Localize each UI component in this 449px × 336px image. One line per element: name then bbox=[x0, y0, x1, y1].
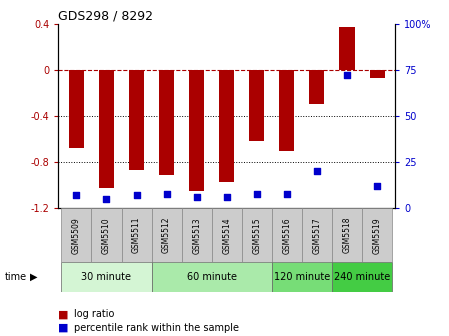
Bar bbox=[272, 208, 302, 262]
Text: GSM5518: GSM5518 bbox=[343, 217, 352, 253]
Text: log ratio: log ratio bbox=[74, 309, 114, 319]
Text: GSM5510: GSM5510 bbox=[102, 217, 111, 254]
Bar bbox=[212, 208, 242, 262]
Text: ■: ■ bbox=[58, 323, 69, 333]
Bar bbox=[272, 262, 332, 292]
Point bbox=[133, 193, 140, 198]
Text: GSM5513: GSM5513 bbox=[192, 217, 201, 254]
Text: 240 minute: 240 minute bbox=[334, 272, 390, 282]
Bar bbox=[152, 208, 182, 262]
Bar bbox=[219, 70, 234, 182]
Bar bbox=[99, 70, 114, 187]
Text: GSM5514: GSM5514 bbox=[222, 217, 231, 254]
Text: GSM5509: GSM5509 bbox=[72, 217, 81, 254]
Text: GSM5517: GSM5517 bbox=[313, 217, 321, 254]
Bar bbox=[62, 208, 92, 262]
Text: 120 minute: 120 minute bbox=[274, 272, 330, 282]
Point bbox=[283, 191, 291, 196]
Bar bbox=[152, 262, 272, 292]
Bar bbox=[339, 27, 355, 70]
Point bbox=[193, 195, 200, 200]
Bar bbox=[129, 70, 144, 170]
Text: GSM5511: GSM5511 bbox=[132, 217, 141, 253]
Bar bbox=[159, 70, 174, 175]
Point bbox=[163, 191, 170, 196]
Bar bbox=[122, 208, 152, 262]
Point bbox=[343, 73, 351, 78]
Text: GSM5516: GSM5516 bbox=[282, 217, 291, 254]
Bar bbox=[69, 70, 84, 148]
Text: GDS298 / 8292: GDS298 / 8292 bbox=[58, 9, 154, 23]
Point bbox=[313, 169, 321, 174]
Bar bbox=[249, 70, 264, 141]
Point bbox=[223, 195, 230, 200]
Bar bbox=[92, 208, 122, 262]
Bar bbox=[309, 70, 325, 104]
Text: GSM5512: GSM5512 bbox=[162, 217, 171, 253]
Bar bbox=[362, 208, 392, 262]
Text: ▶: ▶ bbox=[30, 272, 37, 282]
Bar bbox=[332, 262, 392, 292]
Bar bbox=[62, 262, 152, 292]
Point bbox=[374, 183, 381, 189]
Text: GSM5519: GSM5519 bbox=[373, 217, 382, 254]
Bar bbox=[279, 70, 295, 151]
Bar bbox=[182, 208, 212, 262]
Bar bbox=[370, 70, 385, 78]
Point bbox=[253, 191, 260, 196]
Text: percentile rank within the sample: percentile rank within the sample bbox=[74, 323, 239, 333]
Text: GSM5515: GSM5515 bbox=[252, 217, 261, 254]
Text: 30 minute: 30 minute bbox=[81, 272, 132, 282]
Point bbox=[73, 193, 80, 198]
Text: time: time bbox=[4, 272, 26, 282]
Point bbox=[103, 196, 110, 202]
Bar bbox=[302, 208, 332, 262]
Bar bbox=[332, 208, 362, 262]
Bar bbox=[189, 70, 204, 191]
Bar bbox=[242, 208, 272, 262]
Text: ■: ■ bbox=[58, 309, 69, 319]
Text: 60 minute: 60 minute bbox=[187, 272, 237, 282]
